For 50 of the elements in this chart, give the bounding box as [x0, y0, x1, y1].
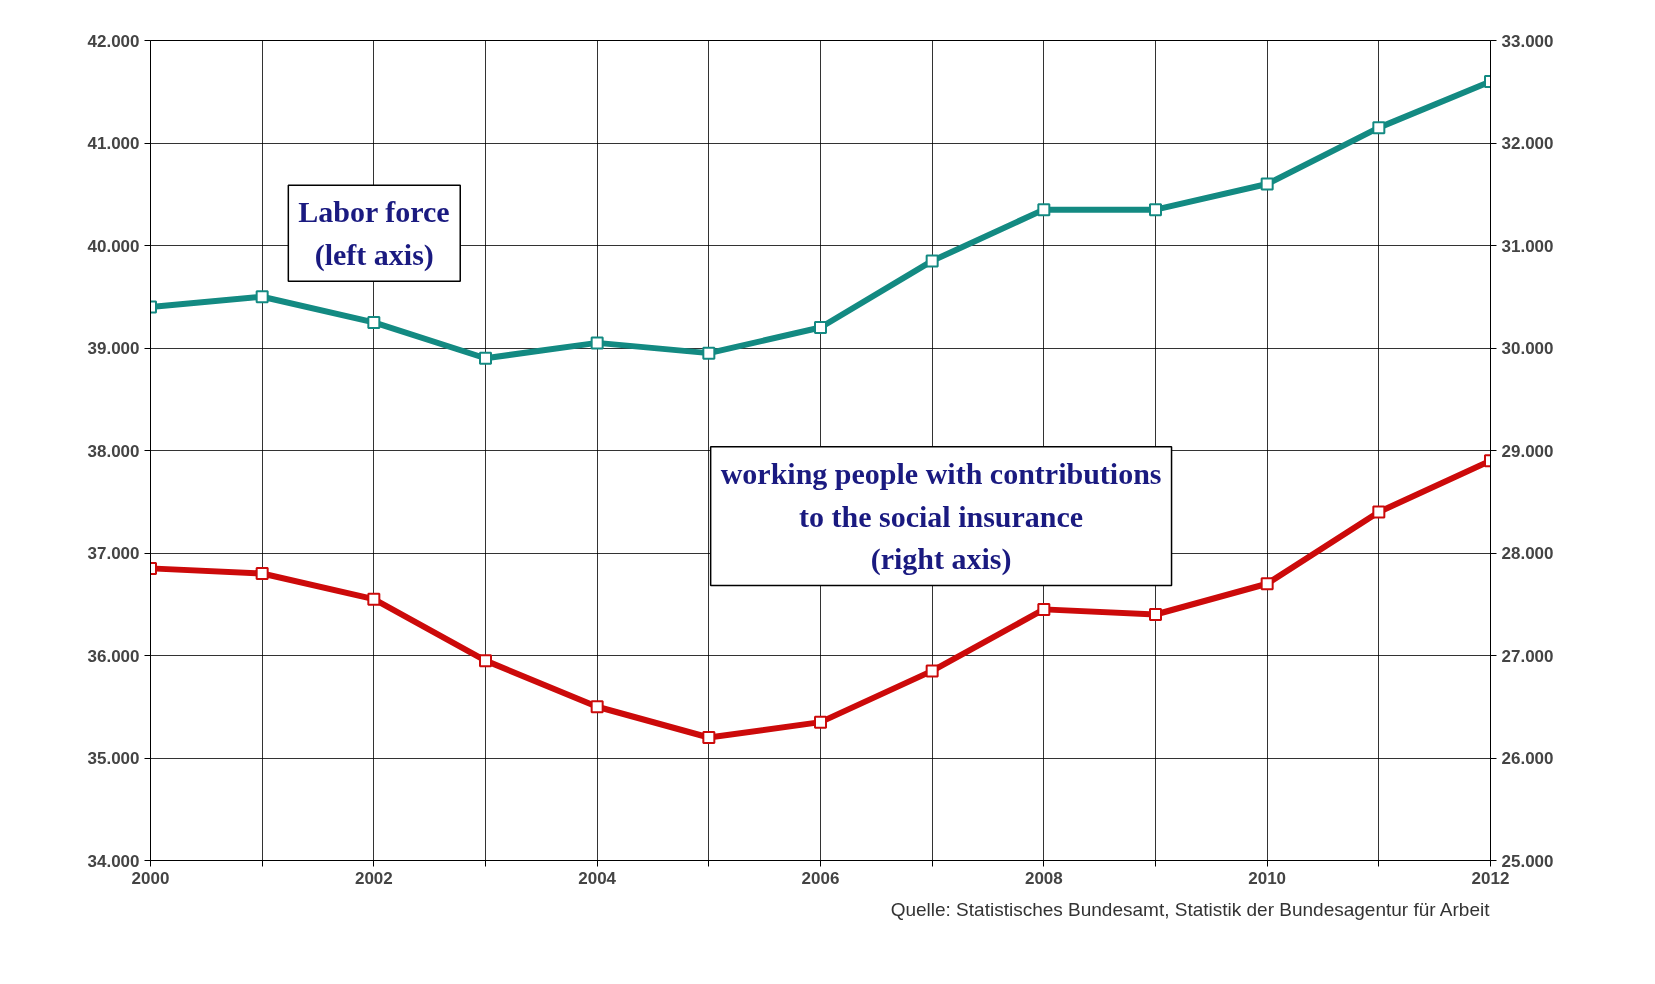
point: [479, 351, 492, 365]
point: [1260, 177, 1274, 191]
point: [1037, 602, 1051, 616]
y2-tick-label: 28.000: [1501, 544, 1554, 563]
series-label: working people with contributions to the social insurance (right axis): [720, 456, 1162, 577]
y-tick-label: 41.000: [87, 134, 140, 153]
x-tick-label: 2010: [1248, 868, 1287, 888]
y-tick-label: 42.000: [87, 31, 140, 51]
y-tick-label: 38.000: [87, 441, 140, 461]
x-tick-label: 2008: [1024, 868, 1063, 888]
point: [1372, 505, 1386, 519]
point: [1037, 203, 1051, 217]
y2-tick-label: 25.000: [1501, 851, 1554, 871]
point: [702, 731, 716, 744]
point: [255, 290, 269, 304]
point: [702, 346, 716, 360]
y2-tick-label: 26.000: [1501, 749, 1554, 768]
point: [1260, 577, 1274, 591]
point: [1149, 608, 1162, 621]
point: [925, 254, 939, 268]
point: [1149, 203, 1162, 217]
x-tick-label: 2004: [578, 868, 617, 888]
point: [814, 715, 827, 729]
point: [590, 700, 604, 714]
y2-tick-label: 31.000: [1501, 236, 1554, 256]
point: [367, 315, 381, 329]
x-tick-label: 2006: [801, 868, 840, 888]
point: [367, 592, 381, 606]
point: [814, 321, 827, 334]
y2-tick-label: 30.000: [1501, 339, 1554, 358]
point: [479, 654, 492, 668]
point: [590, 336, 604, 350]
x-tick-label: 2000: [131, 868, 170, 888]
y2-tick-label: 29.000: [1501, 441, 1554, 461]
series-label: Labor force (left axis): [298, 195, 450, 273]
y2-tick-label: 27.000: [1501, 646, 1554, 666]
point: [1372, 121, 1386, 135]
point: [255, 567, 269, 580]
y-tick-label: 35.000: [87, 749, 140, 768]
y-tick-label: 40.000: [87, 236, 140, 256]
x-tick-label: 2002: [354, 868, 393, 888]
x-tick-label: 2012: [1471, 868, 1510, 888]
y-tick-label: 37.000: [87, 544, 140, 563]
y2-tick-label: 32.000: [1501, 134, 1554, 153]
y-tick-label: 39.000: [87, 339, 140, 358]
y-tick-label: 34.000: [87, 851, 140, 871]
source-note: Quelle: Statistisches Bundesamt, Statistik der Bundesagentur für Arbeit: [890, 898, 1491, 920]
point: [925, 664, 939, 678]
y-tick-label: 36.000: [87, 646, 140, 666]
y2-tick-label: 33.000: [1501, 31, 1554, 51]
